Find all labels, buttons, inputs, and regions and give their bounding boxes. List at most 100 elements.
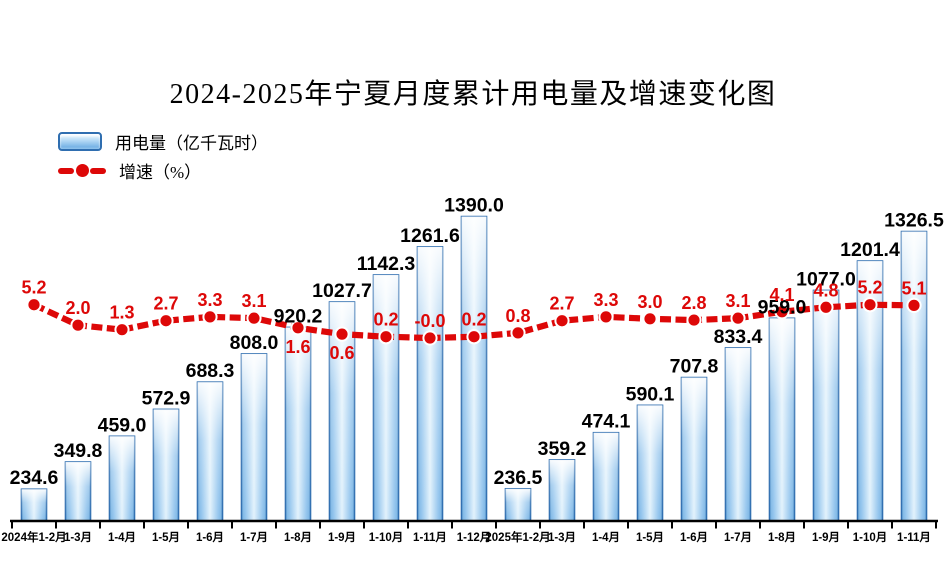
bar-value-label: 1077.0 <box>796 268 856 290</box>
x-axis-label: 1-10月 <box>853 531 888 544</box>
growth-value-label: -0.0 <box>414 311 445 331</box>
bar-value-label: 590.1 <box>626 383 675 405</box>
bar-value-label: 688.3 <box>186 360 235 382</box>
growth-dot <box>906 297 922 313</box>
growth-value-label: 0.2 <box>461 310 486 330</box>
growth-dot <box>290 320 306 336</box>
growth-value-label: 5.1 <box>901 278 926 298</box>
x-axis-label: 1-3月 <box>548 531 576 544</box>
bar-value-label: 959.0 <box>758 296 807 318</box>
bar-value-label: 920.2 <box>274 305 323 327</box>
bar-value-label: 572.9 <box>142 387 191 409</box>
legend-bar-label: 用电量（亿千瓦时） <box>115 134 268 153</box>
growth-value-label: 3.1 <box>725 291 750 311</box>
bar-gloss <box>461 216 487 521</box>
bar-gloss <box>21 489 47 521</box>
growth-value-label: 0.2 <box>373 310 398 330</box>
bar-value-label: 234.6 <box>10 467 59 489</box>
legend-item-consumption: 用电量（亿千瓦时） <box>58 127 268 156</box>
bar-gloss <box>109 436 135 521</box>
bar-gloss <box>901 231 927 521</box>
legend-item-growth: 增速（%） <box>58 156 268 185</box>
growth-dot <box>466 329 482 345</box>
growth-value-label: 2.7 <box>153 294 178 314</box>
x-axis-label: 1-4月 <box>592 531 620 544</box>
growth-value-label: 1.3 <box>109 303 134 323</box>
growth-dot <box>642 311 658 327</box>
bar-value-label: 808.0 <box>230 332 279 354</box>
growth-value-label: 2.8 <box>681 293 706 313</box>
bar-gloss <box>593 432 619 521</box>
bar-gloss <box>285 327 311 521</box>
bar-value-label: 474.1 <box>582 411 631 433</box>
x-axis-label: 1-8月 <box>768 531 796 544</box>
x-axis-label: 1-7月 <box>724 531 752 544</box>
growth-dot <box>510 325 526 341</box>
growth-value-label: 2.0 <box>65 298 90 318</box>
legend-line-label: 增速（%） <box>119 163 202 182</box>
growth-value-label: 4.1 <box>769 285 794 305</box>
bar-value-label: 459.0 <box>98 414 147 436</box>
bar-gloss <box>373 275 399 521</box>
bar-gloss <box>725 347 751 521</box>
bar-gloss <box>153 409 179 521</box>
growth-dot <box>818 299 834 315</box>
growth-dot <box>202 309 218 325</box>
chart-title: 2024-2025年宁夏月度累计用电量及增速变化图 <box>169 79 777 110</box>
growth-value-label: 0.6 <box>329 343 354 363</box>
growth-dot <box>862 297 878 313</box>
x-axis-label: 1-11月 <box>413 531 447 544</box>
bar-value-label: 1201.4 <box>840 239 900 261</box>
bar-value-label: 1027.7 <box>312 280 372 302</box>
x-axis-label: 1-11月 <box>897 531 931 544</box>
x-axis-label: 2024年1-2月 <box>1 530 66 544</box>
growth-dot <box>730 310 746 326</box>
bar-gloss <box>65 462 91 521</box>
x-axis-label: 1-12月 <box>457 531 492 544</box>
bar-value-label: 236.5 <box>494 467 543 489</box>
x-axis-label: 1-7月 <box>240 531 268 544</box>
bar-value-label: 833.4 <box>714 326 763 348</box>
growth-value-label: 2.7 <box>549 294 574 314</box>
x-axis-label: 1-9月 <box>812 531 840 544</box>
growth-value-label: 0.8 <box>505 306 530 326</box>
bar-value-label: 1326.5 <box>884 210 944 232</box>
bar-value-label: 1390.0 <box>444 195 504 217</box>
bar-gloss <box>505 488 531 521</box>
x-axis-label: 1-5月 <box>636 531 664 544</box>
x-axis-label: 1-9月 <box>328 531 356 544</box>
bar-gloss <box>241 353 267 521</box>
growth-value-label: 3.3 <box>197 290 222 310</box>
legend: 用电量（亿千瓦时） 增速（%） <box>58 127 268 185</box>
growth-dot <box>246 310 262 326</box>
bar-value-label: 349.8 <box>54 440 103 462</box>
growth-dot <box>774 304 790 320</box>
bar-value-label: 1261.6 <box>400 225 460 247</box>
bar-gloss <box>197 382 223 521</box>
bar-gloss <box>681 377 707 521</box>
line-swatch-icon <box>58 164 106 177</box>
growth-value-label: 5.2 <box>21 278 46 298</box>
x-axis-label: 2025年1-2月 <box>485 530 550 544</box>
growth-value-label: 3.1 <box>241 291 266 311</box>
growth-value-label: 1.6 <box>285 337 310 357</box>
growth-value-label: 3.3 <box>593 290 618 310</box>
growth-dot <box>598 309 614 325</box>
growth-dot <box>554 313 570 329</box>
bar-value-label: 1142.3 <box>357 253 416 275</box>
bar-gloss <box>637 405 663 521</box>
growth-dot <box>26 297 42 313</box>
growth-dot <box>422 330 438 346</box>
growth-dot <box>114 322 130 338</box>
bar-gloss <box>813 290 839 521</box>
bar-value-label: 359.2 <box>538 438 587 460</box>
growth-dot <box>378 329 394 345</box>
growth-dot <box>334 326 350 342</box>
x-axis-label: 1-6月 <box>680 531 708 544</box>
growth-value-label: 5.2 <box>857 278 882 298</box>
growth-dot <box>158 313 174 329</box>
bar-gloss <box>769 318 795 521</box>
bar-gloss <box>417 246 443 521</box>
